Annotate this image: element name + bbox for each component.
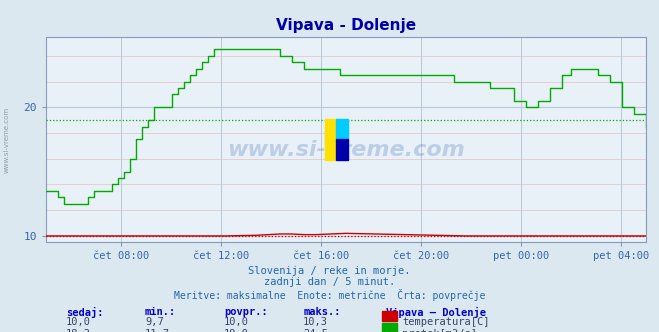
Bar bbox=[336, 119, 348, 139]
Text: sedaj:: sedaj: bbox=[66, 307, 103, 318]
Text: 24,5: 24,5 bbox=[303, 329, 328, 332]
Text: www.si-vreme.com: www.si-vreme.com bbox=[227, 140, 465, 160]
Text: 10,0: 10,0 bbox=[224, 317, 249, 327]
Bar bbox=[325, 119, 336, 160]
Bar bbox=[336, 139, 348, 160]
Text: 19,0: 19,0 bbox=[224, 329, 249, 332]
Text: 18,3: 18,3 bbox=[66, 329, 91, 332]
Text: zadnji dan / 5 minut.: zadnji dan / 5 minut. bbox=[264, 277, 395, 287]
Text: Meritve: maksimalne  Enote: metrične  Črta: povprečje: Meritve: maksimalne Enote: metrične Črta… bbox=[174, 289, 485, 301]
Text: 10,3: 10,3 bbox=[303, 317, 328, 327]
Text: pretok[m3/s]: pretok[m3/s] bbox=[402, 329, 477, 332]
Text: 11,7: 11,7 bbox=[145, 329, 170, 332]
Text: www.si-vreme.com: www.si-vreme.com bbox=[3, 106, 9, 173]
Text: povpr.:: povpr.: bbox=[224, 307, 268, 317]
Text: min.:: min.: bbox=[145, 307, 176, 317]
Title: Vipava - Dolenje: Vipava - Dolenje bbox=[276, 18, 416, 33]
Text: temperatura[C]: temperatura[C] bbox=[402, 317, 490, 327]
Text: 10,0: 10,0 bbox=[66, 317, 91, 327]
Text: maks.:: maks.: bbox=[303, 307, 341, 317]
Text: 9,7: 9,7 bbox=[145, 317, 163, 327]
Text: Vipava – Dolenje: Vipava – Dolenje bbox=[386, 307, 486, 318]
Text: Slovenija / reke in morje.: Slovenija / reke in morje. bbox=[248, 266, 411, 276]
